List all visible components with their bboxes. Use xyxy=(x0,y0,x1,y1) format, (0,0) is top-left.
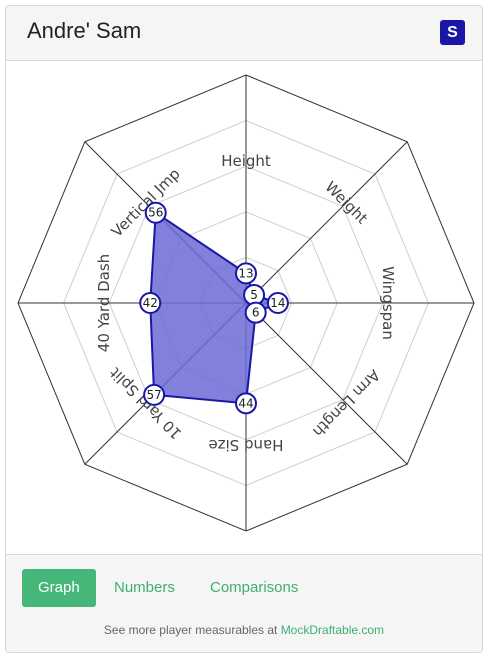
radar-data-label: 13 xyxy=(238,266,253,280)
tab-graph[interactable]: Graph xyxy=(22,569,96,607)
radar-chart-area: Height Weight Wingspan Arm Length Hand Size 1… xyxy=(6,61,482,554)
player-card: Andre' Sam S Height Weight Wingspan Arm Len… xyxy=(5,5,483,653)
card-header: Andre' Sam S xyxy=(6,6,482,61)
radar-data-point xyxy=(244,301,267,324)
radar-axis-label: Height xyxy=(221,152,271,170)
mockdraftable-link[interactable]: MockDraftable.com xyxy=(280,623,385,637)
radar-data-label: 6 xyxy=(252,306,260,320)
radar-data-label: 44 xyxy=(238,396,253,410)
player-name: Andre' Sam xyxy=(27,18,142,43)
radar-data-point xyxy=(235,262,257,285)
radar-data-label: 14 xyxy=(270,296,285,310)
mockdraftable-logo-icon[interactable]: S xyxy=(440,20,465,45)
radar-data-point xyxy=(139,292,162,314)
radar-axis-label: Hand Size xyxy=(208,436,283,454)
footer-note: See more player measurables at MockDraft… xyxy=(6,623,482,637)
footer-note-text: See more player measurables at xyxy=(103,623,281,637)
radar-axis-label: Wingspan xyxy=(379,266,397,340)
radar-spoke xyxy=(245,302,408,465)
radar-data-label: 42 xyxy=(143,296,158,310)
radar-data-label: 5 xyxy=(250,288,258,302)
radar-data-point xyxy=(144,201,167,224)
tab-numbers[interactable]: Numbers xyxy=(114,579,175,596)
radar-data-label: 57 xyxy=(146,388,161,402)
card-footer: Graph Numbers Comparisons See more playe… xyxy=(6,554,482,652)
radar-data-label: 56 xyxy=(148,206,163,220)
radar-data-point xyxy=(143,383,166,406)
radar-spoke xyxy=(245,141,408,304)
radar-data-point xyxy=(235,392,257,415)
tab-comparisons[interactable]: Comparisons xyxy=(210,579,299,596)
radar-axis-label: 40 Yard Dash xyxy=(95,254,113,352)
radar-data-point xyxy=(266,292,289,314)
